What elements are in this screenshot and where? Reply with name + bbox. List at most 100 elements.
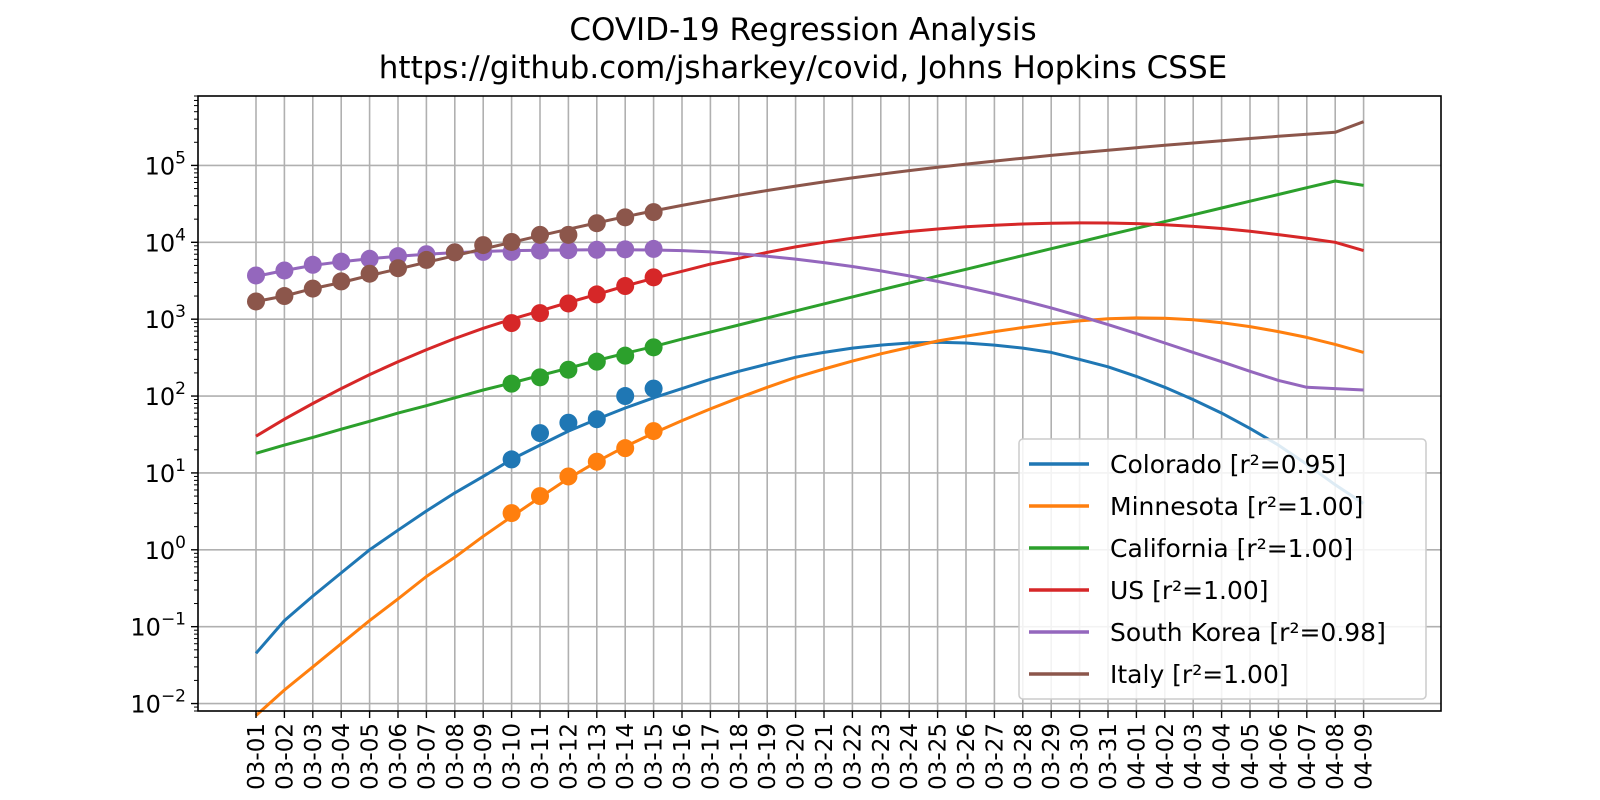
data-point	[587, 452, 606, 471]
x-tick-label: 03-21	[812, 723, 838, 790]
y-tick-base: 10	[130, 691, 161, 719]
x-tick-label: 03-08	[443, 723, 469, 790]
y-tick-exponent: 2	[175, 379, 186, 399]
series-fit-line-4	[255, 248, 1364, 392]
legend-label: Colorado [r²=0.95]	[1110, 450, 1346, 479]
x-tick-label: 04-01	[1124, 723, 1150, 790]
x-tick-label: 03-22	[840, 723, 866, 790]
data-point	[616, 387, 635, 406]
data-point	[417, 250, 436, 269]
x-tick-label: 04-02	[1153, 723, 1179, 790]
series-fit-line-0	[254, 340, 1365, 655]
x-tick-label: 03-24	[897, 723, 923, 790]
x-tick-label: 04-05	[1238, 723, 1264, 790]
x-tick-label: 03-19	[755, 723, 781, 790]
x-tick-label: 03-09	[471, 723, 497, 790]
data-point	[559, 360, 578, 379]
data-point	[559, 241, 578, 260]
y-tick-exponent: 0	[175, 533, 186, 553]
data-point	[531, 487, 549, 506]
x-tick-label: 04-09	[1352, 723, 1378, 790]
y-tick-label: 101	[145, 456, 186, 488]
x-tick-label: 03-31	[1096, 723, 1122, 790]
data-point	[531, 368, 549, 387]
y-tick-label: 105	[145, 148, 186, 180]
series-fit-line-3	[255, 221, 1365, 438]
data-point	[332, 272, 351, 291]
data-point	[502, 232, 521, 251]
data-point	[644, 379, 663, 398]
chart-title: COVID-19 Regression Analysis	[569, 12, 1036, 48]
y-tick-exponent: 1	[175, 456, 186, 476]
x-tick-label: 04-06	[1266, 723, 1292, 790]
x-tick-label: 04-07	[1295, 723, 1321, 790]
y-tick-label: 102	[145, 379, 186, 411]
y-tick-base: 10	[130, 614, 161, 642]
data-point	[644, 338, 663, 357]
x-tick-label: 04-08	[1323, 723, 1349, 790]
legend-label: California [r²=1.00]	[1110, 534, 1353, 563]
data-point	[616, 208, 635, 227]
data-point	[502, 314, 521, 333]
x-tick-label: 03-20	[784, 723, 810, 790]
data-point	[559, 467, 578, 486]
x-tick-label: 03-03	[301, 723, 327, 790]
data-point	[644, 422, 663, 441]
y-tick-base: 10	[145, 460, 176, 488]
series-fit-line-1	[254, 316, 1365, 717]
legend: Colorado [r²=0.95] Minnesota [r²=1.00] Cal…	[1018, 438, 1427, 700]
x-tick-label: 03-17	[698, 723, 724, 790]
data-point	[531, 225, 549, 244]
legend-label: Italy [r²=1.00]	[1110, 660, 1289, 689]
x-tick-label: 03-14	[613, 723, 639, 790]
y-tick-label: 100	[145, 533, 186, 565]
x-tick-label: 03-16	[670, 723, 696, 790]
data-point	[247, 292, 265, 311]
data-point	[644, 239, 663, 258]
series-fit-line-2	[255, 179, 1364, 455]
y-tick-label: 104	[145, 225, 186, 257]
x-tick-label: 03-27	[982, 723, 1008, 790]
x-tick-label: 04-04	[1210, 723, 1236, 790]
y-tick-base: 10	[145, 383, 176, 411]
y-tick-exponent: −1	[161, 610, 186, 630]
data-point	[332, 252, 351, 271]
x-tick-label: 03-26	[954, 723, 980, 790]
data-point	[474, 236, 493, 255]
x-tick-label: 03-05	[358, 723, 384, 790]
x-tick-label: 04-03	[1181, 723, 1207, 790]
x-tick-label: 03-30	[1068, 723, 1094, 790]
y-tick-exponent: 3	[175, 302, 186, 322]
data-point	[502, 374, 521, 393]
x-tick-label: 03-29	[1039, 723, 1065, 790]
data-point	[616, 240, 635, 259]
data-point	[559, 413, 578, 432]
data-point	[587, 410, 606, 429]
data-point	[616, 439, 635, 458]
series-group	[247, 120, 1365, 717]
y-tick-label: 103	[145, 302, 186, 334]
x-tick-label: 03-18	[727, 723, 753, 790]
data-point	[360, 249, 379, 268]
data-point	[445, 243, 464, 262]
y-tick-base: 10	[145, 152, 176, 180]
data-point	[531, 424, 549, 443]
data-point	[644, 268, 663, 287]
data-point	[587, 285, 606, 304]
y-tick-exponent: −2	[161, 687, 186, 707]
y-tick-exponent: 4	[175, 225, 186, 245]
x-tick-label: 03-28	[1011, 723, 1037, 790]
x-tick-label: 03-13	[585, 723, 611, 790]
data-point	[360, 264, 379, 283]
y-tick-label: 10−2	[130, 687, 186, 719]
data-point	[587, 352, 606, 371]
data-point	[531, 304, 549, 323]
legend-label: US [r²=1.00]	[1110, 576, 1269, 605]
legend-box	[1018, 438, 1427, 700]
data-point	[303, 279, 322, 298]
x-tick-label: 03-11	[528, 723, 554, 790]
data-point	[275, 287, 294, 306]
data-point	[587, 214, 606, 233]
series-fit-line-5	[255, 120, 1365, 303]
data-point	[303, 255, 322, 274]
